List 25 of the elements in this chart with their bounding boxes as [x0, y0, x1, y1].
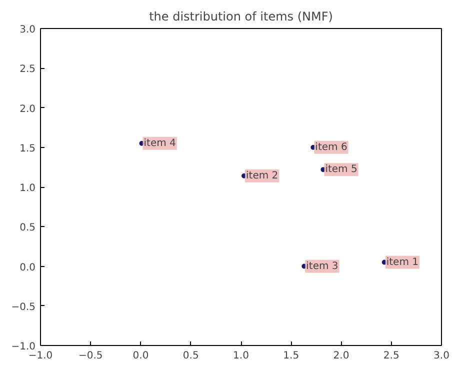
- y-tick-label: 1.5: [20, 143, 36, 154]
- y-tick-label: 2.0: [20, 104, 36, 115]
- annotation: item 2: [246, 170, 278, 182]
- x-tick-label: 2.0: [333, 350, 350, 362]
- y-tick-label: 1.0: [20, 183, 36, 194]
- annotation: item 1: [386, 256, 418, 268]
- annotation: item 5: [325, 164, 358, 176]
- x-tick-label: 1.5: [283, 350, 300, 362]
- annotation: item 6: [315, 142, 348, 153]
- x-tick-label: −1.0: [28, 350, 53, 362]
- y-tick-label: −0.5: [11, 302, 36, 313]
- y-tick-label: 2.5: [20, 64, 36, 76]
- y-tick-label: 0.0: [20, 262, 36, 274]
- chart-title: the distribution of items (NMF): [149, 10, 333, 24]
- annotation: item 3: [306, 260, 338, 272]
- y-tick-label: 3.0: [20, 24, 36, 36]
- x-tick-label: 3.0: [434, 350, 450, 362]
- y-tick-label: −1.0: [11, 342, 36, 352]
- y-tick-label: 0.5: [20, 222, 36, 234]
- x-tick-label: 2.5: [383, 350, 400, 362]
- x-tick-label: −0.5: [78, 350, 103, 362]
- x-tick-label: 0.5: [182, 350, 199, 362]
- x-tick-label: 0.0: [132, 350, 149, 362]
- annotation: item 4: [144, 138, 176, 149]
- x-tick-label: 1.0: [233, 350, 249, 362]
